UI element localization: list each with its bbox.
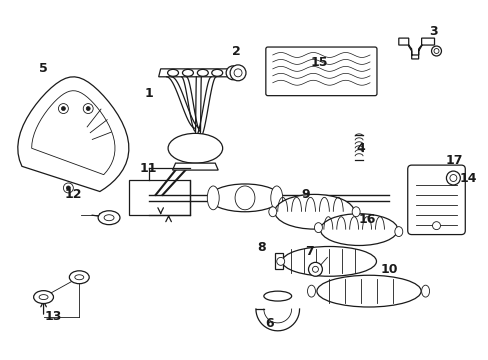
Text: 12: 12 bbox=[64, 188, 82, 201]
Ellipse shape bbox=[421, 285, 428, 297]
Text: 2: 2 bbox=[231, 45, 240, 58]
Ellipse shape bbox=[394, 227, 402, 237]
Text: 1: 1 bbox=[144, 87, 153, 100]
Text: 7: 7 bbox=[305, 245, 313, 258]
Polygon shape bbox=[172, 163, 218, 170]
Ellipse shape bbox=[282, 247, 376, 276]
Circle shape bbox=[230, 65, 245, 81]
Ellipse shape bbox=[316, 275, 420, 307]
Ellipse shape bbox=[168, 133, 222, 163]
FancyBboxPatch shape bbox=[407, 165, 464, 235]
Ellipse shape bbox=[270, 186, 282, 210]
Circle shape bbox=[86, 107, 90, 111]
Circle shape bbox=[431, 46, 441, 56]
Text: 10: 10 bbox=[379, 263, 397, 276]
Ellipse shape bbox=[98, 211, 120, 225]
Ellipse shape bbox=[197, 69, 208, 76]
Polygon shape bbox=[398, 38, 434, 59]
Circle shape bbox=[276, 257, 284, 265]
Text: 11: 11 bbox=[140, 162, 157, 175]
Circle shape bbox=[432, 222, 440, 230]
Circle shape bbox=[446, 171, 459, 185]
Text: 3: 3 bbox=[428, 24, 437, 38]
Text: 4: 4 bbox=[356, 142, 365, 155]
Ellipse shape bbox=[69, 271, 89, 284]
Circle shape bbox=[83, 104, 93, 113]
FancyBboxPatch shape bbox=[265, 47, 376, 96]
Ellipse shape bbox=[209, 184, 280, 212]
Circle shape bbox=[66, 186, 70, 190]
Text: 6: 6 bbox=[265, 318, 274, 330]
Text: 5: 5 bbox=[39, 62, 48, 75]
Circle shape bbox=[61, 107, 65, 111]
Ellipse shape bbox=[268, 207, 276, 217]
Text: 17: 17 bbox=[445, 154, 462, 167]
Polygon shape bbox=[18, 77, 128, 192]
Circle shape bbox=[59, 104, 68, 113]
Ellipse shape bbox=[307, 285, 315, 297]
Ellipse shape bbox=[314, 223, 322, 233]
Ellipse shape bbox=[351, 207, 359, 217]
Bar bbox=[129, 180, 190, 215]
Circle shape bbox=[225, 66, 240, 80]
Ellipse shape bbox=[182, 69, 193, 76]
Text: 14: 14 bbox=[459, 171, 476, 185]
Circle shape bbox=[63, 183, 73, 193]
Ellipse shape bbox=[211, 69, 222, 76]
Polygon shape bbox=[274, 253, 282, 269]
Ellipse shape bbox=[274, 194, 353, 229]
Ellipse shape bbox=[207, 186, 219, 210]
Ellipse shape bbox=[167, 69, 178, 76]
Ellipse shape bbox=[264, 291, 291, 301]
Ellipse shape bbox=[320, 214, 397, 246]
Ellipse shape bbox=[34, 291, 53, 303]
Text: 15: 15 bbox=[310, 57, 327, 69]
Text: 9: 9 bbox=[301, 188, 309, 201]
Text: 13: 13 bbox=[45, 310, 62, 323]
Circle shape bbox=[308, 262, 322, 276]
Text: 16: 16 bbox=[358, 213, 375, 226]
Text: 8: 8 bbox=[257, 241, 265, 254]
